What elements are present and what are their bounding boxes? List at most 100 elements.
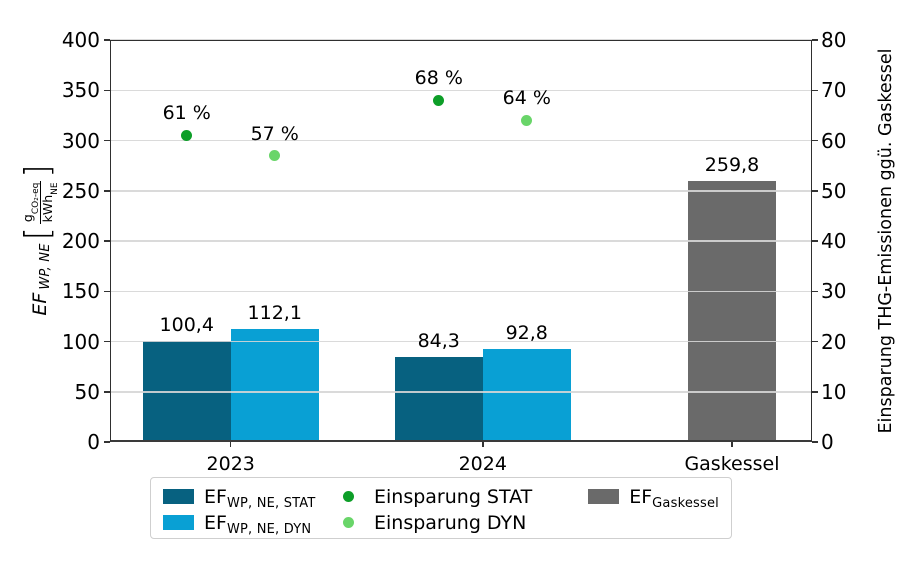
- bar-value-label: 92,8: [505, 321, 548, 344]
- gridline: [110, 89, 812, 91]
- y-tick-label-left: 400: [61, 28, 100, 52]
- y-tick-mark-left: [104, 240, 110, 242]
- legend-marker-dot: [333, 515, 364, 530]
- bar: [394, 357, 483, 442]
- y-tick-label-left: 100: [61, 329, 100, 354]
- y-tick-mark-right: [812, 39, 818, 41]
- y-tick-label-left: 150: [61, 279, 100, 304]
- legend-label: EFGaskessel: [629, 485, 719, 511]
- legend-item: EFWP, NE, DYN: [163, 511, 313, 537]
- gridline: [110, 139, 812, 142]
- legend-column: EFGaskessel: [588, 485, 719, 529]
- y-tick-label-right: 70: [821, 78, 847, 103]
- bar: [482, 348, 571, 442]
- y-tick-mark-right: [812, 340, 818, 343]
- y-tick-mark-right: [812, 441, 818, 443]
- y-tick-label-right: 80: [821, 28, 847, 52]
- scatter-dot: [269, 150, 281, 162]
- y-tick-label-right: 60: [821, 128, 847, 153]
- scatter-value-label: 64 %: [502, 87, 551, 110]
- legend-label-main: EF: [204, 485, 227, 508]
- bar: [687, 180, 776, 442]
- legend-swatch-rect: [588, 489, 620, 504]
- x-tick-label: 2023: [206, 453, 255, 475]
- legend-label-subscript: WP, NE, DYN: [226, 521, 312, 537]
- x-tick-label: Gaskessel: [684, 453, 780, 475]
- y-tick-label-left: 50: [74, 379, 100, 404]
- y-tick-mark-right: [812, 391, 818, 393]
- x-tick-label: 2024: [458, 453, 507, 475]
- y-axis-label-close-bracket: ]: [18, 164, 58, 178]
- x-tick-mark: [482, 442, 484, 447]
- legend-item: EFWP, NE, STAT: [163, 485, 316, 511]
- gridline: [110, 39, 812, 41]
- y-tick-mark-right: [812, 89, 818, 91]
- legend-swatch-rect: [163, 515, 194, 530]
- legend-item: Einsparung STAT: [333, 486, 568, 508]
- y-tick-mark-right: [812, 240, 818, 242]
- legend-label: Einsparung DYN: [374, 512, 526, 534]
- scatter-dot: [181, 129, 193, 141]
- legend-label: EFWP, NE, STAT: [204, 485, 316, 511]
- y-axis-label-variable: EF: [29, 292, 51, 316]
- bar-value-label: 259,8: [704, 153, 760, 176]
- y-axis-label-right: Einsparung THG-Emissionen ggü. Gaskessel: [876, 48, 896, 434]
- legend-label: EFWP, NE, DYN: [204, 511, 312, 537]
- x-tick-mark: [731, 442, 733, 447]
- legend-label-main: Einsparung STAT: [374, 485, 533, 508]
- legend-label: Einsparung STAT: [374, 486, 532, 508]
- scatter-dot: [521, 114, 533, 126]
- bar: [230, 329, 319, 442]
- legend-dot: [343, 517, 354, 528]
- y-tick-label-right: 0: [821, 430, 834, 454]
- legend-swatch-rect: [163, 489, 194, 504]
- bar-value-label: 100,4: [159, 314, 214, 337]
- y-tick-mark-right: [812, 139, 818, 142]
- y-tick-mark-left: [104, 190, 110, 192]
- y-tick-mark-left: [104, 139, 110, 142]
- y-axis-unit-numerator: gCO₂-eq: [20, 180, 41, 225]
- y-tick-label-right: 10: [821, 379, 847, 404]
- y-tick-label-right: 20: [821, 329, 847, 354]
- y-tick-label-right: 40: [821, 229, 847, 253]
- legend-swatch: [163, 515, 194, 530]
- y-axis-label-open-bracket: [: [18, 227, 58, 241]
- y-axis-label-variable-subscript: WP, NE: [37, 243, 53, 290]
- y-tick-label-right: 30: [821, 279, 847, 304]
- legend-label-subscript: Gaskessel: [652, 495, 719, 511]
- legend-item: Einsparung DYN: [333, 512, 568, 534]
- y-tick-mark-left: [104, 290, 110, 292]
- legend-column: EFWP, NE, STAT EFWP, NE, DYN: [163, 485, 316, 537]
- y-tick-mark-left: [104, 391, 110, 393]
- y-tick-label-left: 300: [61, 128, 100, 153]
- y-tick-mark-right: [812, 190, 818, 192]
- scatter-value-label: 68 %: [414, 67, 463, 90]
- scatter-dot: [433, 94, 445, 106]
- legend-label-main: EF: [204, 511, 227, 534]
- y-tick-mark-left: [104, 340, 110, 343]
- scatter-value-label: 61 %: [162, 102, 211, 125]
- bar: [142, 341, 231, 442]
- legend-column: Einsparung STAT Einsparung DYN: [333, 486, 568, 534]
- y-tick-mark-left: [104, 39, 110, 41]
- y-tick-label-left: 250: [61, 178, 100, 203]
- y-tick-label-left: 200: [61, 229, 100, 253]
- bar-value-label: 112,1: [247, 302, 302, 325]
- legend-swatch: [163, 489, 194, 504]
- legend-item: EFGaskessel: [588, 485, 719, 511]
- y-tick-mark-right: [812, 290, 818, 292]
- legend-dot: [343, 491, 354, 502]
- legend-label-subscript: WP, NE, STAT: [226, 495, 316, 511]
- y-tick-mark-left: [104, 89, 110, 91]
- scatter-value-label: 57 %: [250, 122, 299, 145]
- y-tick-mark-left: [104, 441, 110, 443]
- x-tick-mark: [229, 442, 232, 447]
- legend-label-main: EF: [629, 485, 653, 508]
- legend-marker-dot: [333, 489, 364, 504]
- legend: EFWP, NE, STAT EFWP, NE, DYN Einsparung ST…: [150, 477, 732, 539]
- y-tick-label-left: 350: [61, 78, 100, 103]
- y-tick-label-right: 50: [821, 178, 847, 203]
- legend-label-main: Einsparung DYN: [374, 511, 527, 534]
- y-tick-label-left: 0: [87, 430, 100, 454]
